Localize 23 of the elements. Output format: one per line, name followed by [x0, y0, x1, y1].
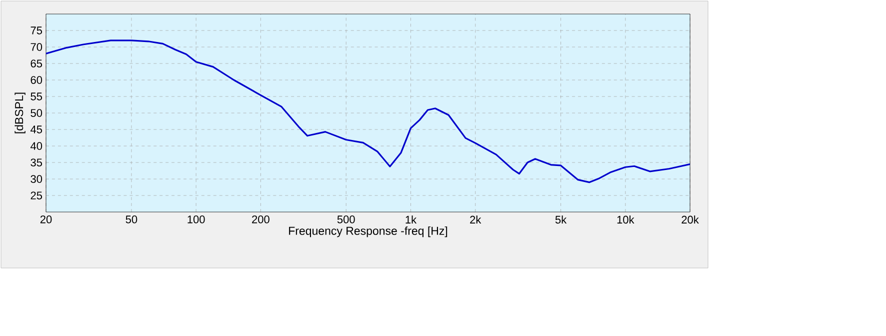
- y-tick-label: 55: [30, 92, 42, 100]
- x-tick-label: 500: [337, 216, 355, 224]
- y-axis-title: [dBSPL]: [14, 92, 26, 134]
- x-tick-label: 2k: [470, 216, 482, 224]
- y-tick-label: 25: [30, 192, 42, 200]
- y-tick-label: 30: [30, 175, 42, 183]
- x-tick-label: 200: [252, 216, 270, 224]
- x-tick-label: 1k: [406, 216, 417, 224]
- y-tick-label: 65: [30, 60, 42, 68]
- y-tick-label: 75: [30, 26, 42, 34]
- y-tick-label: 45: [30, 126, 42, 134]
- x-tick-label: 20k: [682, 216, 699, 224]
- y-tick-label: 70: [30, 43, 42, 51]
- x-tick-label: 5k: [555, 216, 567, 224]
- y-tick-label: 40: [30, 142, 42, 150]
- y-tick-label: 50: [30, 109, 42, 117]
- x-tick-label: 100: [188, 216, 205, 224]
- x-tick-label: 50: [126, 216, 138, 224]
- x-axis-title: Frequency Response -freq [Hz]: [289, 226, 448, 238]
- y-tick-label: 35: [30, 158, 42, 166]
- x-tick-label: 20: [40, 216, 52, 224]
- y-tick-label: 60: [30, 76, 42, 84]
- x-tick-label: 10k: [617, 216, 634, 224]
